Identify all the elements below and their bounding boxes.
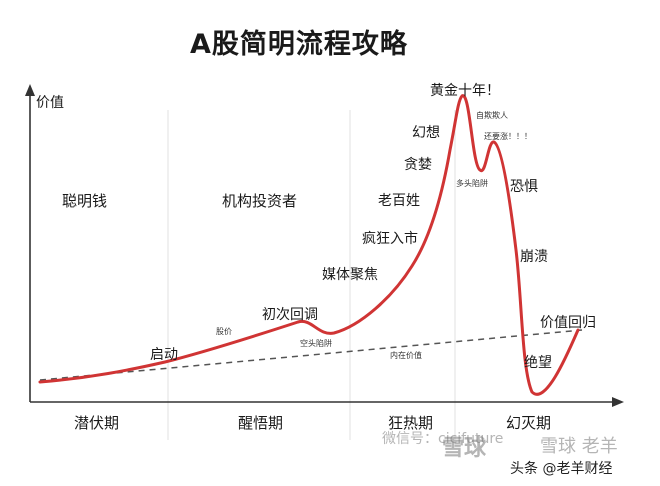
label-despair: 绝望 (524, 355, 552, 371)
label-common-people: 老百姓 (378, 193, 420, 209)
label-still-rising: 还要涨！！！ (484, 132, 532, 141)
period-frenzy: 狂热期 (388, 414, 434, 432)
trend-line (39, 329, 583, 381)
watermark-xueqiu-user: 雪球 老羊 (540, 436, 618, 457)
phase-smart-money: 聪明钱 (62, 192, 108, 210)
period-disillusion: 幻灭期 (506, 414, 552, 432)
label-intrinsic-value: 内在价值 (390, 351, 422, 360)
y-axis-arrow (25, 84, 35, 96)
watermark-xueqiu: 雪球 (442, 436, 487, 461)
label-fear: 恐惧 (510, 179, 538, 195)
period-latent: 潜伏期 (74, 414, 120, 432)
label-value-return: 价值回归 (540, 315, 596, 331)
label-start: 启动 (150, 347, 178, 363)
market-curve (38, 94, 580, 396)
label-stock-price: 股价 (216, 327, 232, 336)
label-collapse: 崩溃 (520, 249, 548, 265)
watermark-weixin: 微信号：cicifuture (382, 431, 504, 447)
label-first-pullback: 初次回调 (262, 307, 318, 323)
period-awakening: 醒悟期 (238, 414, 284, 432)
label-crazy-entry: 疯狂入市 (362, 231, 418, 247)
label-fantasy: 幻想 (412, 125, 440, 141)
label-golden-decade: 黄金十年！ (430, 83, 500, 99)
label-greed: 贪婪 (404, 157, 432, 173)
x-axis-arrow (612, 397, 624, 407)
y-axis-label: 价值 (36, 95, 64, 111)
diagram-title: A股简明流程攻略 (190, 29, 408, 60)
label-bull-trap: 多头陷阱 (456, 179, 488, 188)
label-media-focus: 媒体聚焦 (322, 267, 378, 283)
phase-institutions: 机构投资者 (222, 192, 298, 210)
label-self-deception: 自欺欺人 (476, 111, 508, 120)
watermark-brand: 头条 @老羊财经 (510, 461, 613, 477)
label-bear-trap: 空头陷阱 (300, 339, 332, 348)
